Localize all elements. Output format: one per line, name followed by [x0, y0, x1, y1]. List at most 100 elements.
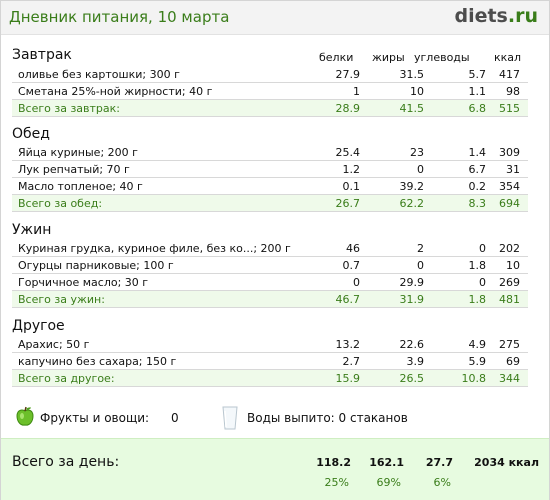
carbs-value: 6.7 [468, 163, 487, 176]
carbs-value: 0 [479, 242, 486, 255]
fat-value: 0 [417, 163, 424, 176]
food-name: Огурцы парниковые; 100 г [18, 259, 174, 272]
day-carbs: 27.7 [425, 456, 453, 469]
apple-icon [14, 406, 36, 431]
carbs-total: 8.3 [468, 197, 487, 210]
total-label: Всего за другое: [18, 372, 115, 385]
day-protein-pct: 25% [324, 476, 349, 489]
protein-total: 15.9 [335, 372, 361, 385]
section-total-row: Всего за завтрак: 28.9 41.5 6.8 515 [12, 100, 528, 117]
kcal-value: 417 [499, 68, 520, 81]
fat-value: 23 [410, 146, 424, 159]
day-total-panel: Всего за день: 118.2 162.1 27.7 2034 кка… [1, 438, 549, 500]
site-logo[interactable]: diets.ru [454, 5, 538, 27]
food-row[interactable]: Масло топленое; 40 г 0.1 39.2 0.2 354 [12, 178, 528, 195]
page-title: Дневник питания, 10 марта [9, 8, 230, 26]
fruits-value[interactable]: 0 [171, 411, 179, 425]
protein-total: 46.7 [335, 293, 361, 306]
kcal-value: 309 [499, 146, 520, 159]
logo-main: diets [454, 5, 508, 27]
kcal-value: 275 [499, 338, 520, 351]
fat-total: 62.2 [399, 197, 425, 210]
section-total-row: Всего за другое: 15.9 26.5 10.8 344 [12, 370, 528, 387]
kcal-value: 98 [506, 85, 520, 98]
water-glass-icon [222, 406, 238, 433]
protein-total: 28.9 [335, 102, 361, 115]
day-carbs-pct: 6% [433, 476, 451, 489]
protein-value: 13.2 [335, 338, 361, 351]
section-total-row: Всего за обед: 26.7 62.2 8.3 694 [12, 195, 528, 212]
food-name: Арахис; 50 г [18, 338, 90, 351]
section-title-lunch: Обед [12, 126, 50, 142]
logo-dot: . [507, 5, 516, 27]
protein-value: 46 [346, 242, 360, 255]
protein-value: 0.1 [342, 180, 361, 193]
kcal-total: 694 [499, 197, 520, 210]
total-label: Всего за завтрак: [18, 102, 121, 115]
protein-value: 25.4 [335, 146, 361, 159]
fat-value: 29.9 [399, 276, 425, 289]
day-kcal: 2034 ккал [474, 456, 539, 469]
carbs-value: 5.9 [468, 355, 487, 368]
total-label: Всего за обед: [18, 197, 103, 210]
fat-total: 31.9 [399, 293, 425, 306]
food-row[interactable]: Арахис; 50 г 13.2 22.6 4.9 275 [12, 336, 528, 353]
protein-value: 0 [353, 276, 360, 289]
kcal-total: 344 [499, 372, 520, 385]
food-name: капучино без сахара; 150 г [18, 355, 177, 368]
column-header-protein: белки [319, 51, 354, 64]
fat-total: 41.5 [399, 102, 425, 115]
protein-value: 2.7 [342, 355, 361, 368]
food-row[interactable]: Сметана 25%-ной жирности; 40 г 1 10 1.1 … [12, 83, 528, 100]
day-protein: 118.2 [316, 456, 351, 469]
food-row[interactable]: капучино без сахара; 150 г 2.7 3.9 5.9 6… [12, 353, 528, 370]
protein-value: 1 [353, 85, 360, 98]
day-fat: 162.1 [369, 456, 404, 469]
section-total-row: Всего за ужин: 46.7 31.9 1.8 481 [12, 291, 528, 308]
column-header-fat: жиры [372, 51, 405, 64]
protein-value: 1.2 [342, 163, 361, 176]
carbs-value: 1.4 [468, 146, 487, 159]
water-label[interactable]: Воды выпито: 0 стаканов [247, 411, 408, 425]
food-row[interactable]: Яйца куриные; 200 г 25.4 23 1.4 309 [12, 144, 528, 161]
fat-value: 0 [417, 259, 424, 272]
total-label: Всего за ужин: [18, 293, 105, 306]
food-row[interactable]: Огурцы парниковые; 100 г 0.7 0 1.8 10 [12, 257, 528, 274]
protein-total: 26.7 [335, 197, 361, 210]
food-name: Горчичное масло; 30 г [18, 276, 149, 289]
kcal-value: 202 [499, 242, 520, 255]
carbs-value: 4.9 [468, 338, 487, 351]
protein-value: 27.9 [335, 68, 361, 81]
food-name: Куриная грудка, куриное филе, без ко...;… [18, 242, 291, 255]
food-row[interactable]: Лук репчатый; 70 г 1.2 0 6.7 31 [12, 161, 528, 178]
day-fat-pct: 69% [376, 476, 401, 489]
food-name: Сметана 25%-ной жирности; 40 г [18, 85, 213, 98]
food-row[interactable]: Куриная грудка, куриное филе, без ко...;… [12, 240, 528, 257]
food-name: Лук репчатый; 70 г [18, 163, 130, 176]
kcal-value: 69 [506, 355, 520, 368]
extras-row: Фрукты и овощи: 0 Воды выпито: 0 стакано… [12, 406, 512, 430]
carbs-value: 1.8 [468, 259, 487, 272]
carbs-total: 1.8 [468, 293, 487, 306]
fat-value: 31.5 [399, 68, 425, 81]
section-title-other: Другое [12, 318, 65, 334]
fat-value: 39.2 [399, 180, 425, 193]
food-row[interactable]: оливье без картошки; 300 г 27.9 31.5 5.7… [12, 66, 528, 83]
fat-value: 2 [417, 242, 424, 255]
kcal-total: 481 [499, 293, 520, 306]
carbs-value: 5.7 [468, 68, 487, 81]
protein-value: 0.7 [342, 259, 361, 272]
column-header-carbs: углеводы [414, 51, 470, 64]
fat-value: 10 [410, 85, 424, 98]
carbs-total: 6.8 [468, 102, 487, 115]
day-total-label: Всего за день: [12, 454, 120, 470]
header-bar: Дневник питания, 10 марта diets.ru [1, 1, 549, 35]
food-row[interactable]: Горчичное масло; 30 г 0 29.9 0 269 [12, 274, 528, 291]
food-name: Масло топленое; 40 г [18, 180, 143, 193]
carbs-value: 0 [479, 276, 486, 289]
food-name: Яйца куриные; 200 г [18, 146, 138, 159]
kcal-value: 354 [499, 180, 520, 193]
food-name: оливье без картошки; 300 г [18, 68, 180, 81]
fat-total: 26.5 [399, 372, 425, 385]
